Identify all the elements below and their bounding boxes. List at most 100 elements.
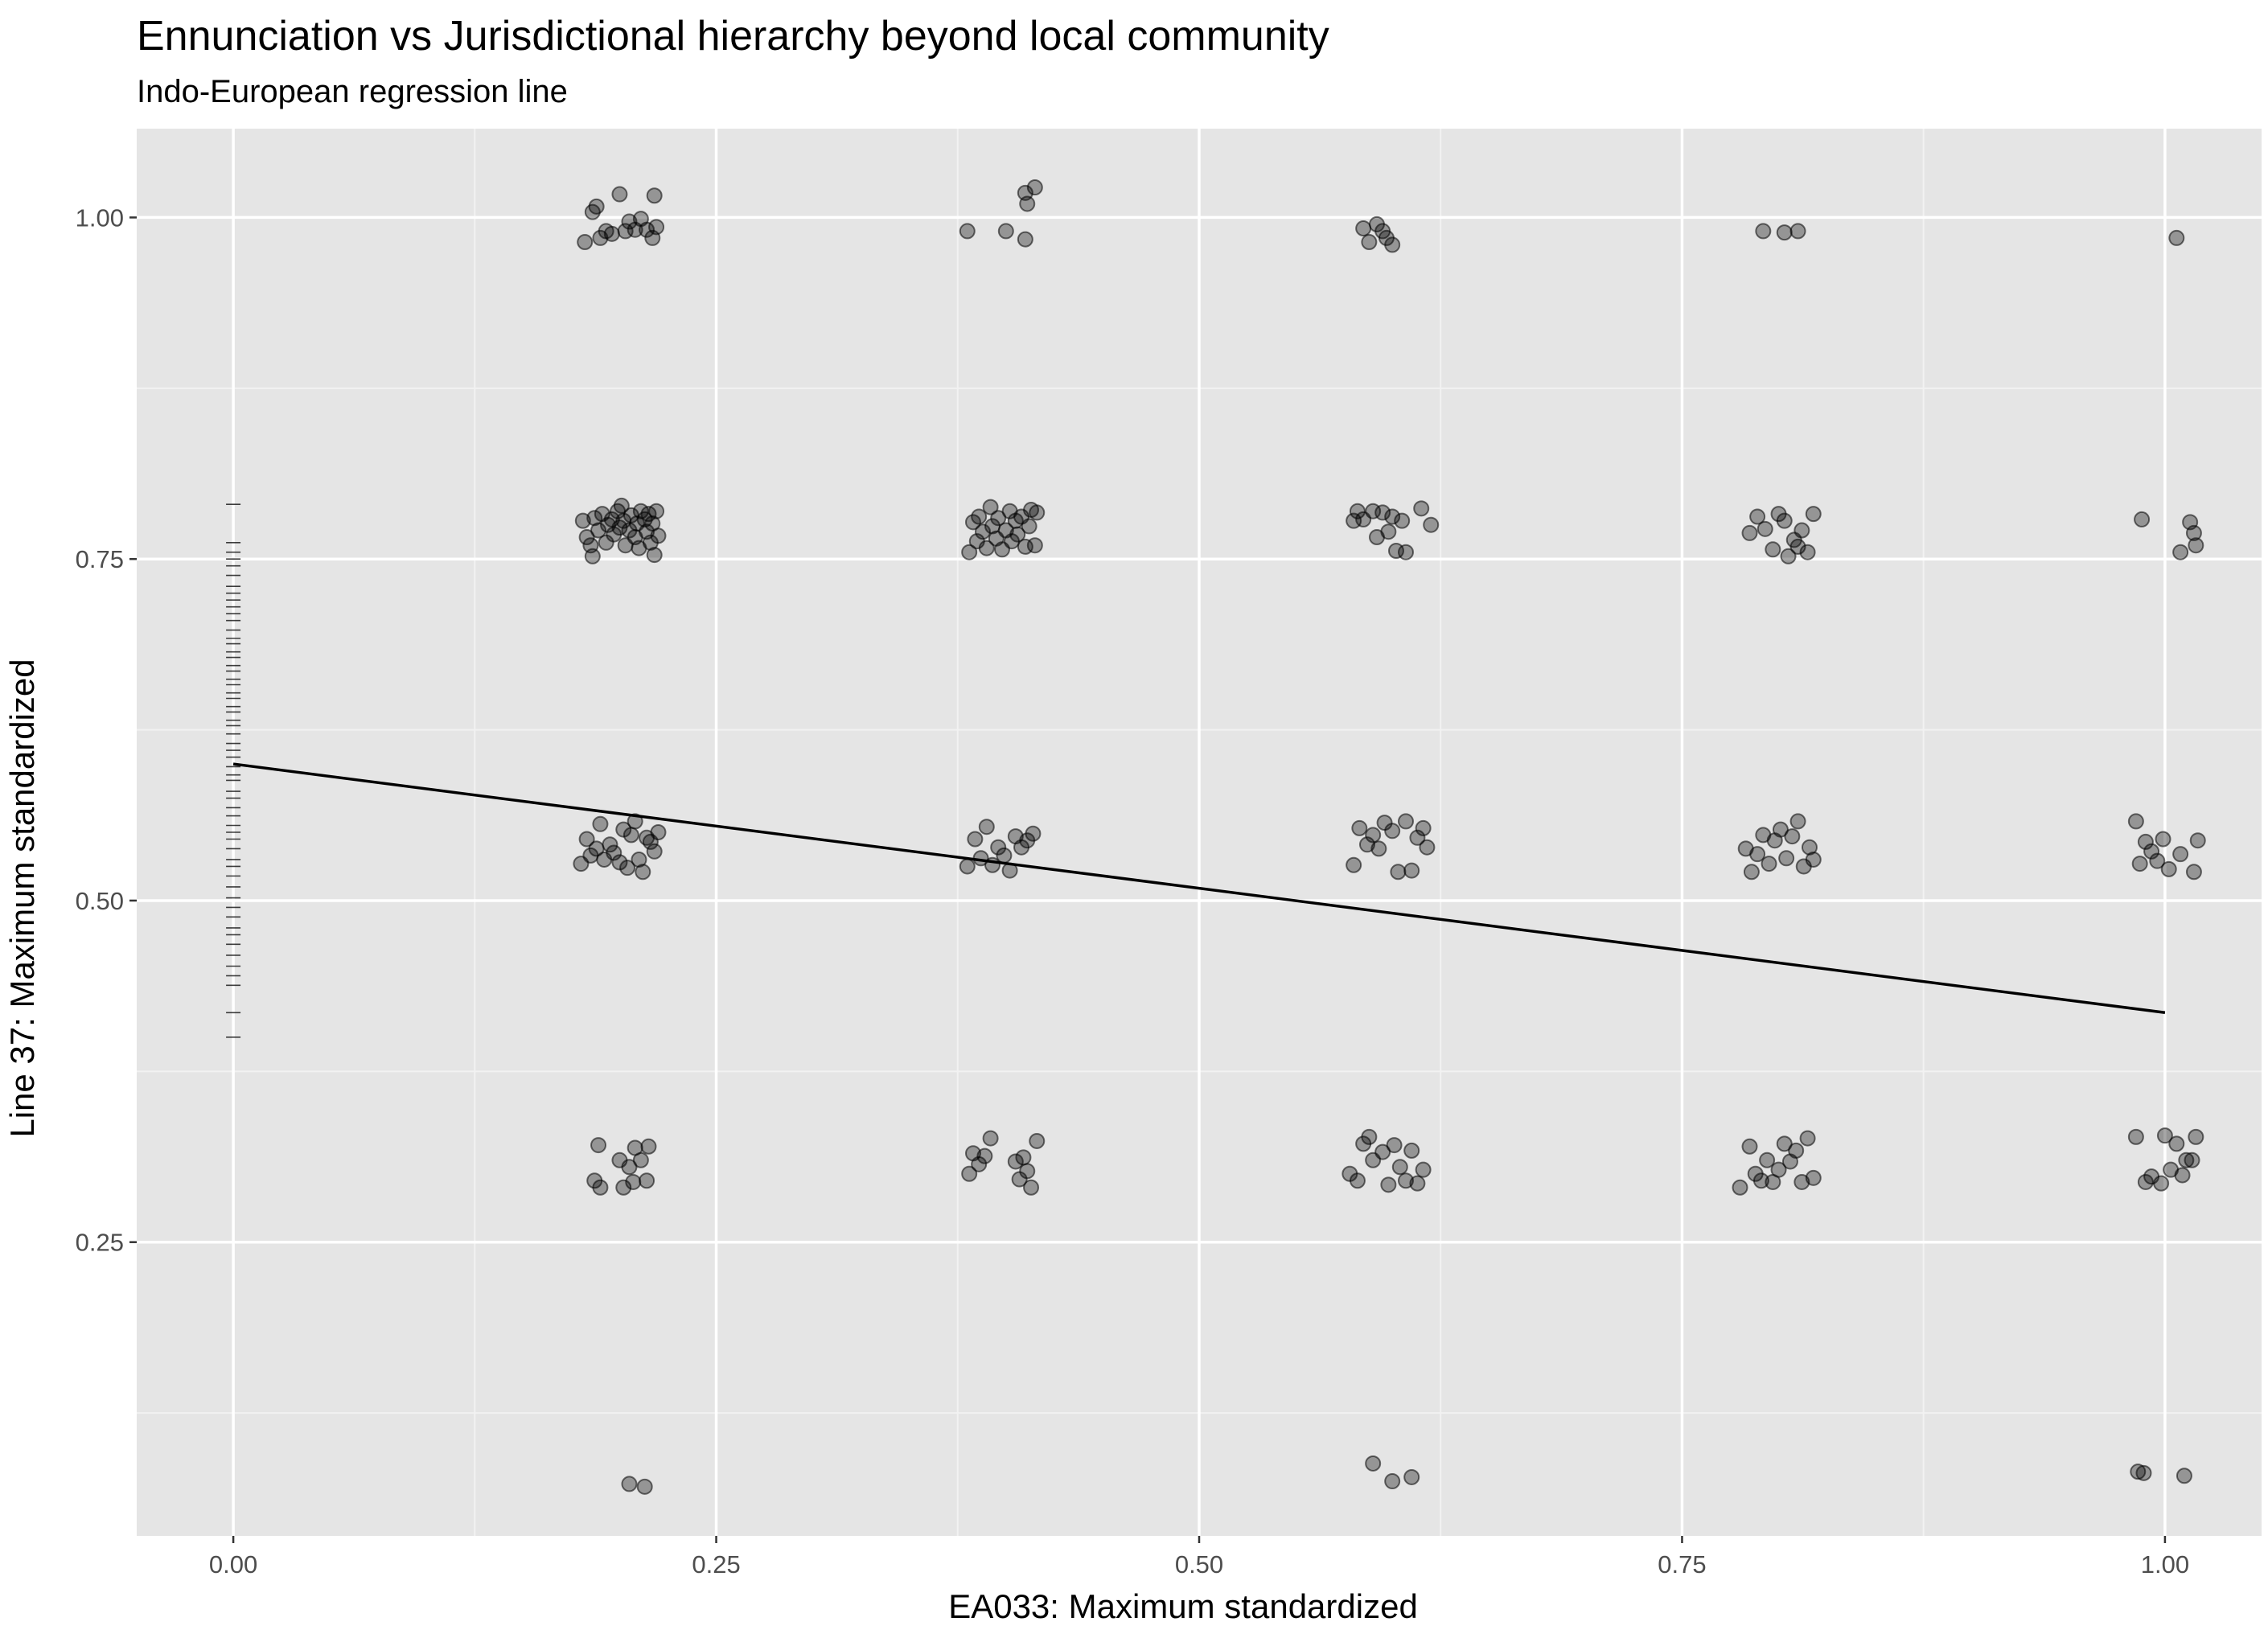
data-point [1403, 1142, 1420, 1159]
data-point [2135, 1464, 2152, 1481]
data-point [1415, 1161, 1432, 1178]
data-point [959, 223, 976, 240]
data-point [990, 510, 1007, 527]
data-point [1391, 1159, 1408, 1176]
data-point [978, 540, 995, 556]
chart-subtitle: Indo-European regression line [137, 74, 568, 109]
data-point [1384, 823, 1401, 840]
data-point [615, 1179, 632, 1196]
data-point [1423, 516, 1440, 533]
data-point [578, 529, 595, 546]
data-point [1397, 813, 1414, 830]
data-point [648, 503, 665, 519]
data-point [2127, 813, 2144, 830]
data-point [1419, 839, 1436, 856]
data-point [1776, 1135, 1793, 1152]
data-point [982, 499, 999, 515]
data-point [1799, 1130, 1816, 1147]
data-point [1741, 524, 1758, 541]
data-point [2178, 1152, 2195, 1168]
x-tick-label: 1.00 [2141, 1550, 2189, 1578]
data-point [631, 851, 647, 868]
data-point [590, 1137, 607, 1154]
data-point [1801, 839, 1818, 856]
data-point [606, 844, 622, 861]
data-point [1029, 1132, 1046, 1149]
data-point [1390, 864, 1407, 881]
data-point [1009, 526, 1026, 543]
data-point [586, 510, 603, 527]
data-point [1755, 223, 1772, 240]
data-point [1384, 508, 1401, 525]
data-point [1799, 544, 1816, 560]
data-point [990, 839, 1007, 856]
y-tick-label: 0.50 [76, 887, 124, 915]
data-point [1374, 504, 1391, 521]
data-point [1365, 827, 1382, 844]
data-point [1025, 825, 1042, 842]
data-point [1789, 223, 1806, 240]
data-point [1759, 1152, 1776, 1168]
data-point [648, 219, 665, 236]
data-point [1756, 520, 1773, 537]
x-tick-label: 0.50 [1175, 1550, 1223, 1578]
data-point [961, 1165, 978, 1182]
data-point [1741, 1138, 1758, 1155]
data-point [1023, 1179, 1040, 1196]
data-point [584, 548, 601, 564]
x-tick-label: 0.25 [692, 1550, 740, 1578]
data-point [1346, 856, 1362, 873]
data-point [1384, 1473, 1401, 1490]
chart-title: Ennunciation vs Jurisdictional hierarchy… [137, 13, 1329, 60]
major-gridlines [137, 129, 2262, 1536]
data-point [2172, 846, 2189, 863]
data-point [1361, 1128, 1378, 1145]
data-point [1749, 846, 1766, 863]
data-point [1026, 537, 1043, 554]
data-point [1019, 1163, 1036, 1180]
data-point [2134, 511, 2151, 528]
data-point [627, 813, 643, 830]
y-rug [226, 503, 241, 1038]
data-point [971, 1156, 988, 1172]
y-axis-ticks: 0.25 0.50 0.75 1.00 [76, 203, 137, 1257]
data-point [1805, 851, 1822, 868]
data-point [646, 187, 663, 204]
data-point [1380, 523, 1397, 540]
data-point [1007, 1153, 1024, 1170]
data-point [621, 1159, 638, 1176]
data-point [622, 827, 639, 844]
data-point [2137, 833, 2154, 850]
data-point [1384, 236, 1401, 253]
data-point [646, 843, 663, 860]
data-point [625, 1173, 642, 1190]
data-point [2174, 1167, 2191, 1184]
data-point [1029, 504, 1046, 521]
data-point [1370, 840, 1387, 857]
data-point [2189, 832, 2206, 849]
data-point [974, 523, 991, 540]
data-point [1761, 856, 1777, 872]
data-point [1349, 503, 1366, 519]
data-point [2185, 864, 2202, 881]
data-point [1403, 862, 1420, 879]
data-point [1780, 548, 1797, 564]
data-point [1380, 1176, 1397, 1193]
data-point [1793, 522, 1810, 539]
data-point [1349, 1172, 1366, 1189]
data-point [1772, 821, 1789, 838]
data-point [621, 1476, 638, 1492]
data-point [2127, 1128, 2144, 1145]
y-axis-title: Line 37: Maximum standardized [3, 659, 41, 1137]
data-point [592, 1179, 609, 1196]
x-axis-ticks: 0.00 0.25 0.50 0.75 1.00 [209, 1536, 2189, 1578]
data-point [2155, 831, 2171, 848]
data-point [2131, 856, 2148, 872]
data-point [1397, 544, 1414, 560]
data-point [639, 221, 655, 238]
data-point [997, 223, 1014, 240]
data-point [2172, 544, 2189, 560]
data-point [1784, 828, 1801, 845]
data-point [2188, 1128, 2204, 1145]
data-point [1752, 1172, 1769, 1189]
